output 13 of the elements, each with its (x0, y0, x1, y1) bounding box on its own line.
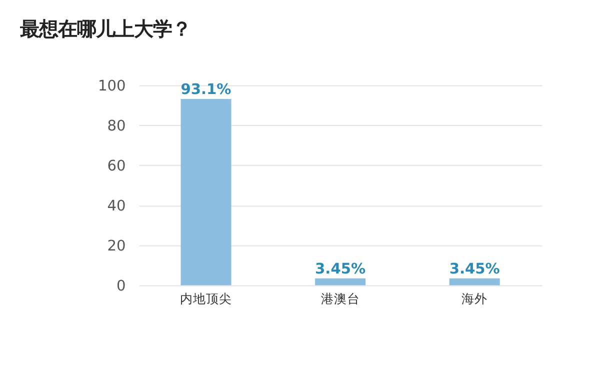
x-tick-label: 港澳台 (320, 291, 360, 306)
chart-title: 最想在哪儿上大学？ (18, 18, 191, 41)
data-label: 3.45% (315, 260, 366, 278)
y-tick-label: 0 (116, 278, 126, 295)
data-label: 93.1% (180, 81, 232, 98)
y-tick-label: 40 (107, 198, 126, 215)
x-tick-label: 海外 (462, 291, 488, 306)
x-tick-label: 内地顶尖 (180, 291, 232, 306)
y-tick-label: 100 (98, 78, 126, 95)
y-tick-label: 60 (107, 158, 126, 175)
y-tick-label: 20 (107, 238, 126, 255)
data-label: 3.45% (449, 260, 500, 278)
y-tick-label: 80 (107, 118, 126, 135)
